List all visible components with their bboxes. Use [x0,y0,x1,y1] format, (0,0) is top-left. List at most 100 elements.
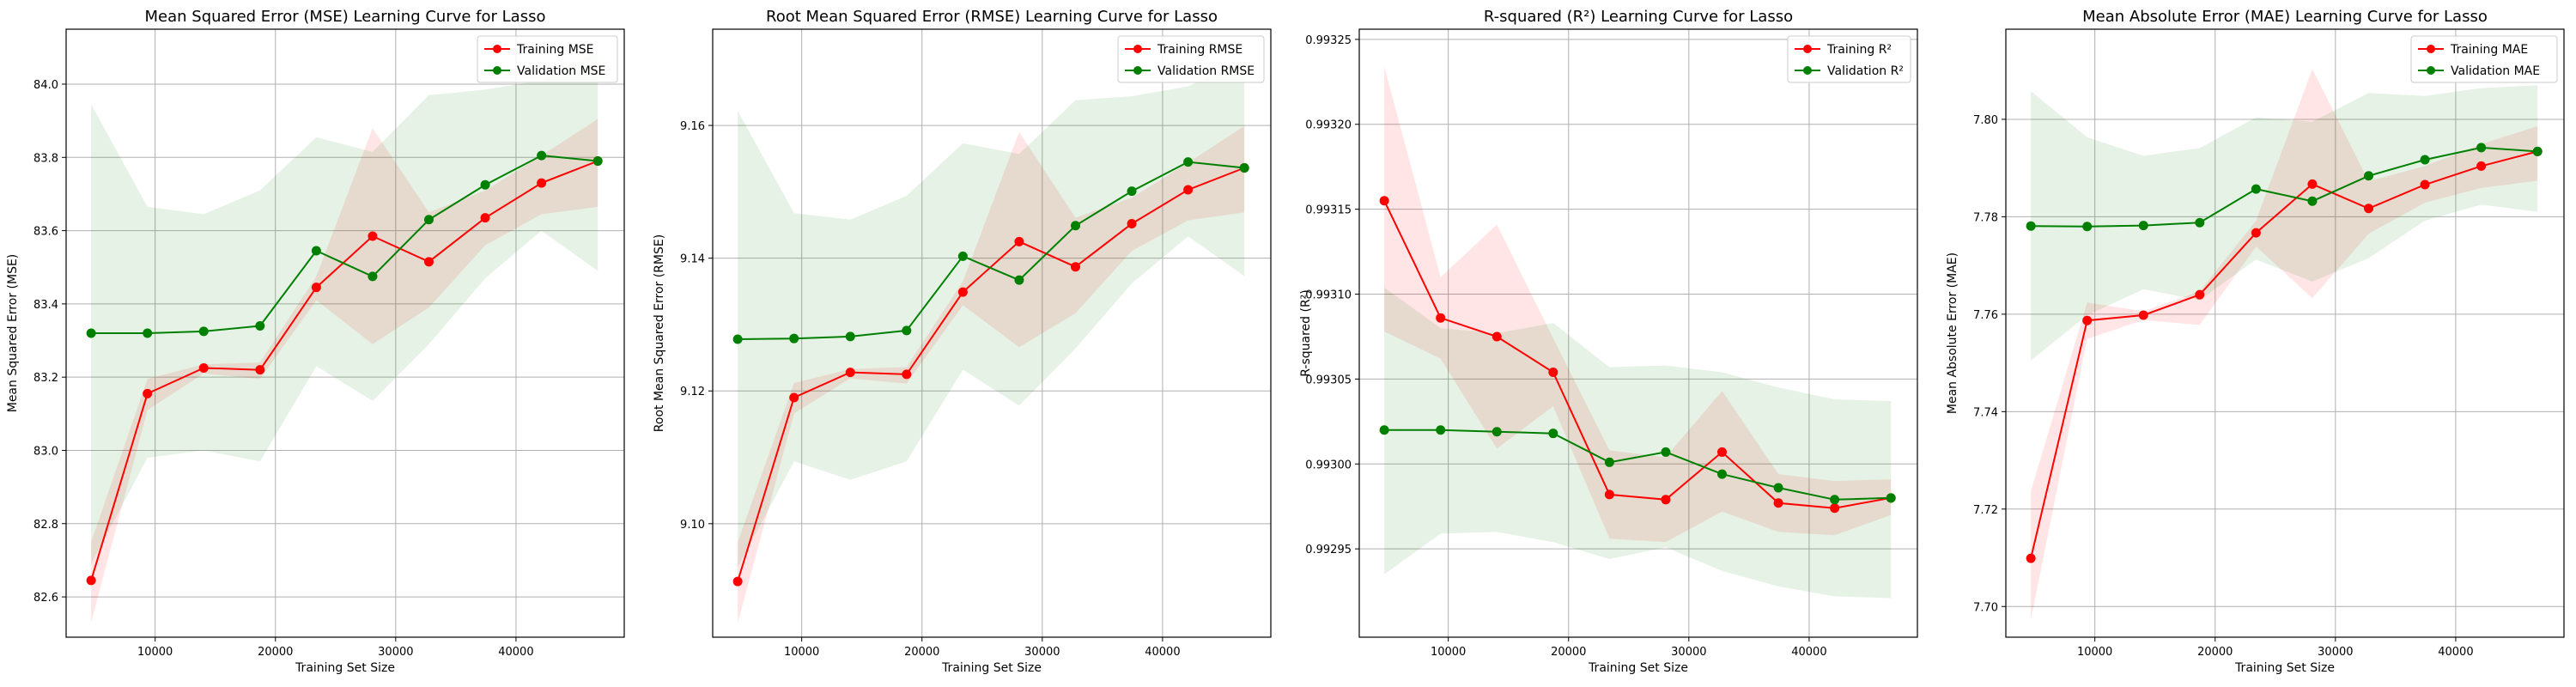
data-point-validation [1661,447,1671,457]
data-point-training [1492,331,1502,342]
y-tick-label: 0.99305 [1305,374,1352,386]
confidence-band-validation [91,51,598,564]
legend-box [1117,35,1265,83]
y-tick-label: 0.99310 [1305,289,1352,302]
data-point-validation [1492,427,1502,437]
data-point-validation [789,333,799,344]
confidence-band-validation [1384,287,1892,599]
legend-label-validation: Validation RMSE [1157,64,1255,78]
y-tick-label: 7.70 [1973,601,1998,614]
data-point-training [311,283,321,293]
data-point-training [2026,553,2036,563]
legend-label-validation: Validation MAE [2451,64,2540,78]
x-tick-label: 30000 [1671,646,1706,659]
y-axis-label: Mean Absolute Error (MAE) [1946,252,1959,414]
x-tick-label: 40000 [2438,646,2473,659]
plot-area [86,51,603,623]
data-point-validation [957,251,968,261]
data-point-training [732,576,743,587]
data-point-training [368,231,378,241]
data-point-validation [845,331,855,342]
data-point-training [2420,179,2430,190]
y-tick-label: 7.72 [1973,504,1998,517]
data-point-validation [537,150,547,161]
y-tick-label: 83.0 [33,445,58,458]
legend-marker-validation [493,66,501,75]
x-axis-label: Training Set Size [2234,661,2335,675]
data-point-validation [2476,143,2487,153]
chart-title: Mean Squared Error (MSE) Learning Curve … [145,8,546,26]
axes-frame [2005,28,2565,638]
plot-area [2026,69,2543,621]
x-tick-label: 20000 [904,646,939,659]
y-tick-label: 9.16 [680,120,705,133]
data-point-training [1773,498,1783,508]
data-point-validation [1071,221,1080,231]
y-tick-label: 83.4 [33,299,58,312]
data-point-validation [2195,217,2205,228]
data-point-training [86,575,96,586]
x-tick-label: 20000 [258,646,293,659]
y-tick-label: 0.99295 [1305,544,1352,556]
data-point-validation [2307,196,2318,206]
data-point-validation [1239,163,1249,173]
y-tick-label: 82.8 [33,519,58,532]
y-tick-label: 0.99315 [1305,204,1352,217]
y-tick-label: 83.6 [33,226,58,239]
data-point-validation [2532,146,2543,156]
data-point-training [198,363,209,374]
data-point-training [2195,289,2205,300]
legend-label-validation: Validation MSE [517,64,605,78]
data-point-validation [732,334,743,344]
legend-box [477,35,618,83]
data-point-training [789,392,799,403]
x-tick-label: 10000 [2077,646,2112,659]
data-point-training [424,257,434,267]
y-tick-label: 7.80 [1973,114,1998,127]
legend: Training MAE Validation MAE [2410,35,2558,83]
chart-panel-3: 10000 20000 30000 40000 0.99295 0.99300 0.9930… [1299,8,1918,675]
data-point-training [1014,236,1024,246]
series-line-validation [2031,146,2538,228]
series-line-training [2030,150,2538,559]
y-tick-label: 7.78 [1973,211,1998,224]
y-tick-label: 7.74 [1973,406,1998,419]
data-point-training [143,388,153,398]
data-point-validation [1548,429,1558,439]
data-point-training [1379,196,1389,206]
data-point-validation [2082,222,2093,232]
data-point-validation [424,215,434,225]
data-point-training [255,365,265,375]
legend: Training R² Validation R² [1787,35,1911,83]
chart-panel-2: 10000 20000 30000 40000 9.10 9.12 9.14 9.16 Root… [653,8,1272,675]
data-point-validation [1183,157,1194,167]
legend: Training MSE Validation MSE [477,35,618,83]
data-point-validation [255,320,265,331]
confidence-band-training [1384,66,1892,543]
data-point-validation [1014,275,1024,285]
legend-label-training: Training MAE [2450,43,2528,57]
x-tick-label: 30000 [1024,646,1060,659]
data-point-validation [143,328,153,338]
plot-area [1379,66,1896,599]
data-point-training [1127,218,1137,228]
x-axis-label: Training Set Size [295,661,395,675]
axes-frame [712,28,1272,638]
data-point-validation [592,156,603,167]
data-point-validation [1886,493,1896,503]
data-point-validation [1436,425,1446,435]
data-point-training [1717,447,1727,457]
data-point-validation [1830,495,1840,505]
data-point-validation [1604,457,1614,467]
x-tick-label: 20000 [2197,646,2233,659]
x-tick-label: 20000 [1551,646,1586,659]
data-point-validation [86,328,96,338]
y-axis-label: Mean Squared Error (MSE) [6,254,20,413]
data-point-training [1436,313,1446,323]
data-point-training [1548,367,1558,377]
x-tick-label: 40000 [498,646,533,659]
legend-label-training: Training MSE [516,43,594,57]
data-point-training [537,178,547,188]
data-point-training [2251,228,2261,238]
x-tick-label: 40000 [1791,646,1826,659]
